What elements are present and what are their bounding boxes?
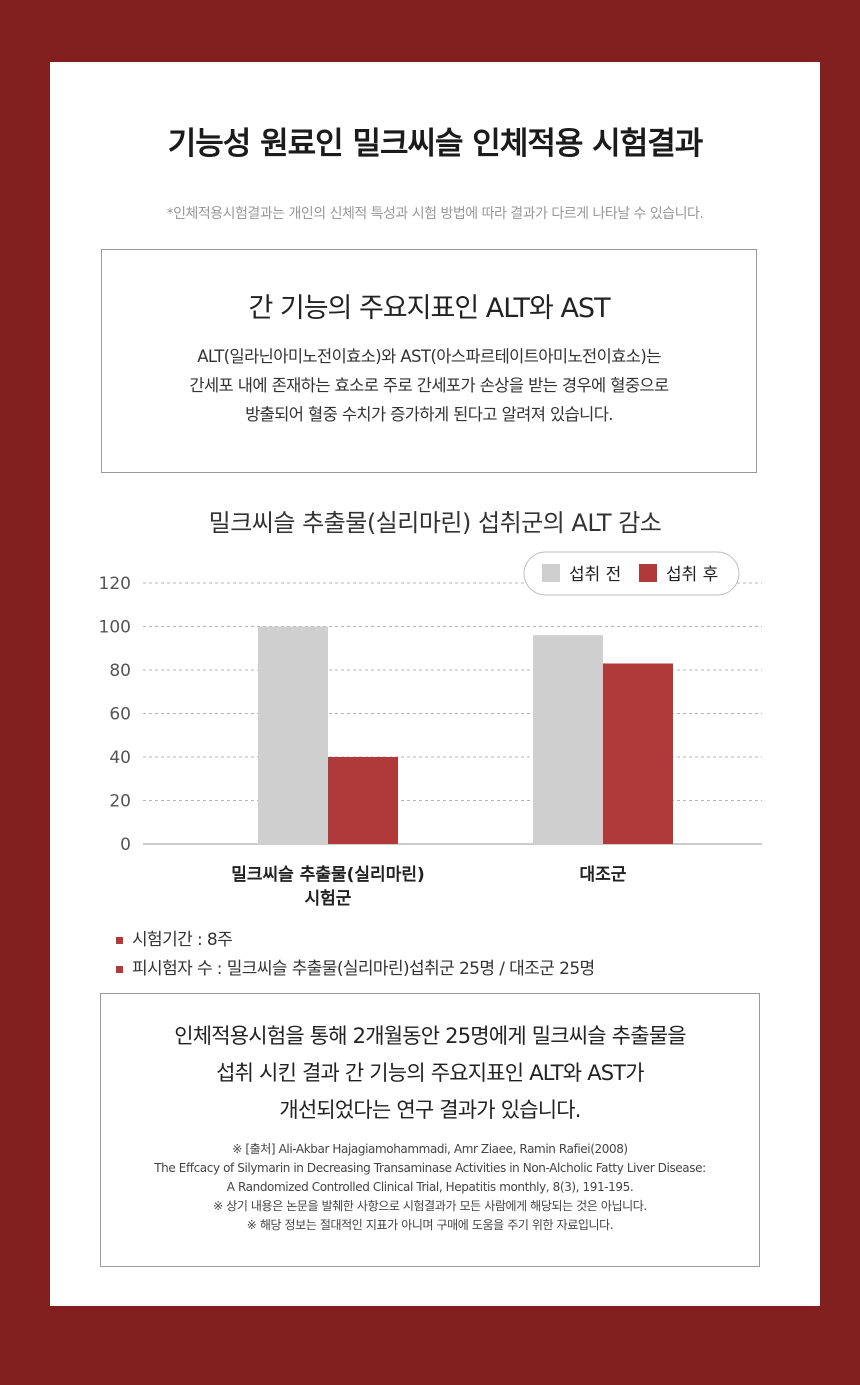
bar	[603, 663, 673, 844]
note-text: 피시험자 수 : 밀크씨슬 추출물(실리마린)섭취군 25명 / 대조군 25명	[132, 959, 595, 979]
info-box: 간 기능의 주요지표인 ALT와 AST ALT(일라닌아미노전이효소)와 AS…	[101, 249, 757, 473]
summary-line: 개선되었다는 연구 결과가 있습니다.	[279, 1098, 581, 1122]
legend-label: 섭취 후	[666, 565, 718, 585]
x-tick-label: 대조군	[580, 865, 627, 885]
page-title: 기능성 원료인 밀크씨슬 인체적용 시험결과	[167, 126, 704, 162]
y-tick-label: 40	[109, 748, 131, 768]
source-line: ※ 상기 내용은 논문을 발췌한 사항으로 시험결과가 모든 사람에게 해당되는…	[213, 1199, 647, 1213]
legend-swatch	[542, 564, 560, 582]
info-box-line: 간세포 내에 존재하는 효소로 주로 간세포가 손상을 받는 경우에 혈중으로	[189, 376, 669, 395]
disclaimer-text: *인체적용시험결과는 개인의 신체적 특성과 시험 방법에 따라 결과가 다르게…	[166, 206, 704, 222]
chart-legend	[523, 551, 740, 596]
bar	[328, 757, 398, 844]
source-line: A Randomized Controlled Clinical Trial, …	[226, 1180, 634, 1194]
y-tick-label: 0	[120, 835, 131, 855]
bullet-square-icon	[116, 966, 123, 973]
bar	[533, 635, 603, 844]
bullet-square-icon	[116, 937, 123, 944]
legend-swatch	[639, 564, 657, 582]
y-tick-label: 60	[109, 705, 131, 725]
test-notes: 시험기간 : 8주 피시험자 수 : 밀크씨슬 추출물(실리마린)섭취군 25명…	[116, 926, 595, 984]
note-text: 시험기간 : 8주	[132, 930, 233, 950]
summary-box: 인체적용시험을 통해 2개월동안 25명에게 밀크씨슬 추출물을 섭취 시킨 결…	[100, 993, 760, 1267]
y-tick-label: 120	[99, 574, 131, 594]
info-box-line: 방출되어 혈중 수치가 증가하게 된다고 알려져 있습니다.	[245, 405, 613, 424]
source-line: ※ [출처] Ali-Akbar Hajagiamohammadi, Amr Z…	[232, 1142, 628, 1156]
legend-label: 섭취 전	[569, 565, 621, 585]
summary-line: 섭취 시킨 결과 간 기능의 주요지표인 ALT와 AST가	[216, 1061, 645, 1085]
content-card: 기능성 원료인 밀크씨슬 인체적용 시험결과 *인체적용시험결과는 개인의 신체…	[50, 62, 820, 1306]
y-tick-label: 20	[109, 792, 131, 812]
note-item: 피시험자 수 : 밀크씨슬 추출물(실리마린)섭취군 25명 / 대조군 25명	[116, 955, 595, 984]
chart-title: 밀크씨슬 추출물(실리마린) 섭취군의 ALT 감소	[208, 509, 662, 537]
summary-text: 인체적용시험을 통해 2개월동안 25명에게 밀크씨슬 추출물을 섭취 시킨 결…	[101, 1018, 759, 1129]
note-item: 시험기간 : 8주	[116, 926, 595, 955]
info-box-title: 간 기능의 주요지표인 ALT와 AST	[248, 293, 610, 324]
bar	[258, 626, 328, 844]
source-citation: ※ [출처] Ali-Akbar Hajagiamohammadi, Amr Z…	[101, 1140, 759, 1235]
y-tick-label: 100	[99, 618, 131, 638]
x-tick-label: 시험군	[305, 888, 352, 909]
info-box-line: ALT(일라닌아미노전이효소)와 AST(아스파르테이트아미노전이효소)는	[197, 347, 661, 366]
bar-chart: 0 20 40 60 80 100 120 밀크씨슬 추출물(실리마린) 시험군 대조군 섭취 전 섭…	[99, 551, 762, 909]
source-line: ※ 해당 정보는 절대적인 지표가 아니며 구매에 도움을 주기 위한 자료입니…	[246, 1218, 614, 1232]
summary-line: 인체적용시험을 통해 2개월동안 25명에게 밀크씨슬 추출물을	[174, 1024, 686, 1048]
info-box-text: ALT(일라닌아미노전이효소)와 AST(아스파르테이트아미노전이효소)는 간세…	[102, 342, 756, 429]
source-line: The Effcacy of Silymarin in Decreasing T…	[154, 1161, 706, 1175]
y-tick-label: 80	[109, 661, 131, 681]
x-tick-label: 밀크씨슬 추출물(실리마린)	[231, 864, 425, 885]
